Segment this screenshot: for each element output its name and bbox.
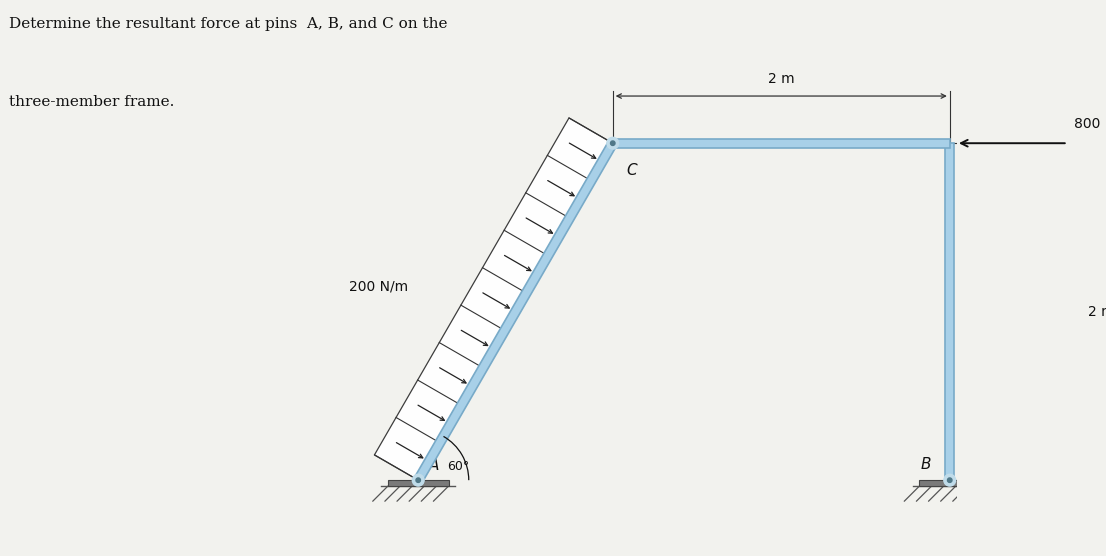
Circle shape — [948, 478, 952, 483]
Text: A: A — [428, 459, 439, 474]
Circle shape — [413, 474, 424, 486]
Circle shape — [943, 474, 956, 486]
Text: 200 N/m: 200 N/m — [348, 280, 408, 294]
Polygon shape — [415, 141, 617, 483]
Circle shape — [607, 137, 618, 149]
Polygon shape — [613, 138, 950, 148]
Text: 800 N: 800 N — [1074, 117, 1106, 131]
Text: 2 m: 2 m — [1088, 305, 1106, 319]
Circle shape — [416, 478, 420, 483]
Text: Determine the resultant force at pins  A, B, and C on the: Determine the resultant force at pins A,… — [9, 17, 447, 31]
Polygon shape — [388, 480, 449, 486]
Text: 60°: 60° — [447, 460, 469, 474]
Text: C: C — [626, 163, 637, 178]
Text: three-member frame.: three-member frame. — [9, 95, 175, 108]
Polygon shape — [375, 118, 613, 480]
Polygon shape — [946, 143, 954, 480]
Text: 2 m: 2 m — [768, 72, 794, 86]
Text: B: B — [920, 457, 931, 471]
Polygon shape — [919, 480, 980, 486]
Circle shape — [611, 141, 615, 146]
